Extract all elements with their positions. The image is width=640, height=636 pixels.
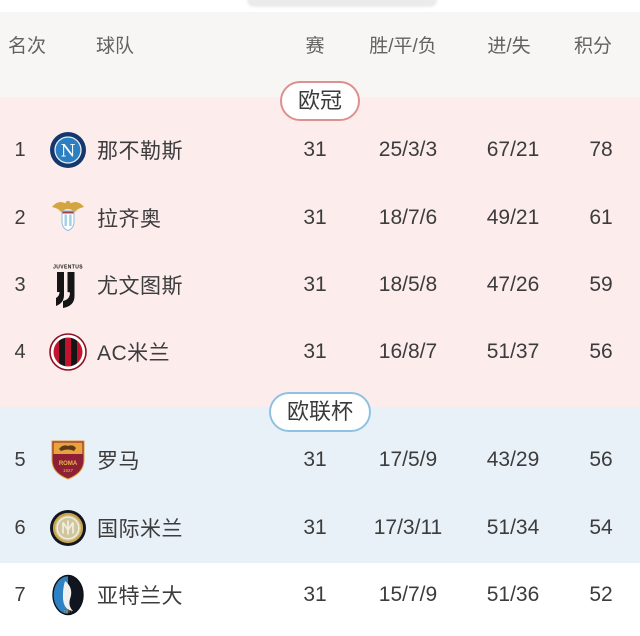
matches-played: 31: [303, 516, 327, 539]
rank-value: 1: [14, 138, 26, 161]
matches-played: 31: [303, 340, 327, 363]
goals-for-against: 67/21: [486, 138, 540, 161]
svg-text:ROMA: ROMA: [59, 461, 78, 467]
rank-value: 4: [14, 340, 26, 363]
matches-played: 31: [303, 273, 327, 296]
goals-for-against: 51/34: [486, 516, 540, 539]
column-header-team: 球队: [96, 36, 135, 57]
rank-value: 6: [14, 516, 26, 539]
juventus-crest-icon: JUVENTUS: [40, 262, 96, 308]
column-header-points: 积分: [573, 36, 613, 57]
team-name: 亚特兰大: [97, 585, 183, 608]
team-name: 国际米兰: [97, 518, 183, 541]
matches-played: 31: [303, 138, 327, 161]
points-value: 52: [589, 583, 613, 606]
rank-value: 2: [14, 206, 26, 229]
column-header-wdl: 胜/平/负: [369, 36, 437, 57]
points-value: 78: [589, 138, 613, 161]
napoli-crest-icon: N: [40, 131, 96, 169]
inter-crest-icon: [40, 509, 96, 547]
team-name: 尤文图斯: [97, 275, 183, 298]
rank-value: 7: [14, 583, 26, 606]
points-value: 59: [589, 273, 613, 296]
matches-played: 31: [303, 583, 327, 606]
points-value: 61: [589, 206, 613, 229]
champions-league-zone-band: [0, 97, 640, 407]
team-name: 拉齐奥: [97, 208, 162, 231]
lazio-crest-icon: [40, 197, 96, 239]
svg-text:1927: 1927: [63, 468, 74, 473]
points-value: 54: [589, 516, 613, 539]
table-row[interactable]: 4 AC米兰 31 16/8/7 51/37 56: [0, 318, 640, 386]
atalanta-crest-icon: 1907: [40, 574, 96, 616]
table-row[interactable]: 5 ROMA 1927 罗马 31 17/5/9 43/29 56: [0, 426, 640, 494]
scrolled-element-remnant: [247, 0, 437, 7]
points-value: 56: [589, 340, 613, 363]
svg-text:1907: 1907: [64, 609, 74, 614]
table-row[interactable]: 6 国际米兰 31 17/3/11 51/34 54: [0, 494, 640, 562]
svg-text:N: N: [61, 142, 76, 162]
column-header-played: 赛: [305, 36, 325, 57]
points-value: 56: [589, 448, 613, 471]
table-row[interactable]: 2 拉齐奥 31 18/7/6 49/21 61: [0, 184, 640, 252]
table-row[interactable]: 3 JUVENTUS 尤文图斯 31 18/5/8 47/26 59: [0, 251, 640, 319]
goals-for-against: 51/37: [486, 340, 540, 363]
win-draw-loss: 18/5/8: [378, 273, 438, 296]
goals-for-against: 49/21: [486, 206, 540, 229]
goals-for-against: 51/36: [486, 583, 540, 606]
win-draw-loss: 17/5/9: [378, 448, 438, 471]
goals-for-against: 47/26: [486, 273, 540, 296]
win-draw-loss: 18/7/6: [378, 206, 438, 229]
win-draw-loss: 17/3/11: [373, 516, 443, 539]
win-draw-loss: 25/3/3: [378, 138, 438, 161]
team-name: 那不勒斯: [97, 140, 183, 163]
acmilan-crest-icon: [40, 333, 96, 371]
win-draw-loss: 16/8/7: [378, 340, 438, 363]
rank-value: 3: [14, 273, 26, 296]
column-header-rank: 名次: [8, 36, 47, 57]
europa-league-badge: 欧联杯: [268, 392, 372, 432]
svg-text:JUVENTUS: JUVENTUS: [53, 265, 83, 271]
goals-for-against: 43/29: [486, 448, 540, 471]
win-draw-loss: 15/7/9: [378, 583, 438, 606]
europa-league-zone-band: [0, 407, 640, 563]
rank-value: 5: [14, 448, 26, 471]
table-row[interactable]: 1 N 那不勒斯 31 25/3/3 67/21 78: [0, 116, 640, 184]
table-row[interactable]: 7 1907 亚特兰大 31 15/7/9 51/36 52: [0, 561, 640, 629]
champions-league-badge: 欧冠: [279, 81, 361, 121]
team-name: AC米兰: [97, 342, 171, 365]
matches-played: 31: [303, 448, 327, 471]
column-header-goals: 进/失: [487, 36, 531, 57]
matches-played: 31: [303, 206, 327, 229]
team-name: 罗马: [97, 450, 140, 473]
roma-crest-icon: ROMA 1927: [40, 439, 96, 481]
